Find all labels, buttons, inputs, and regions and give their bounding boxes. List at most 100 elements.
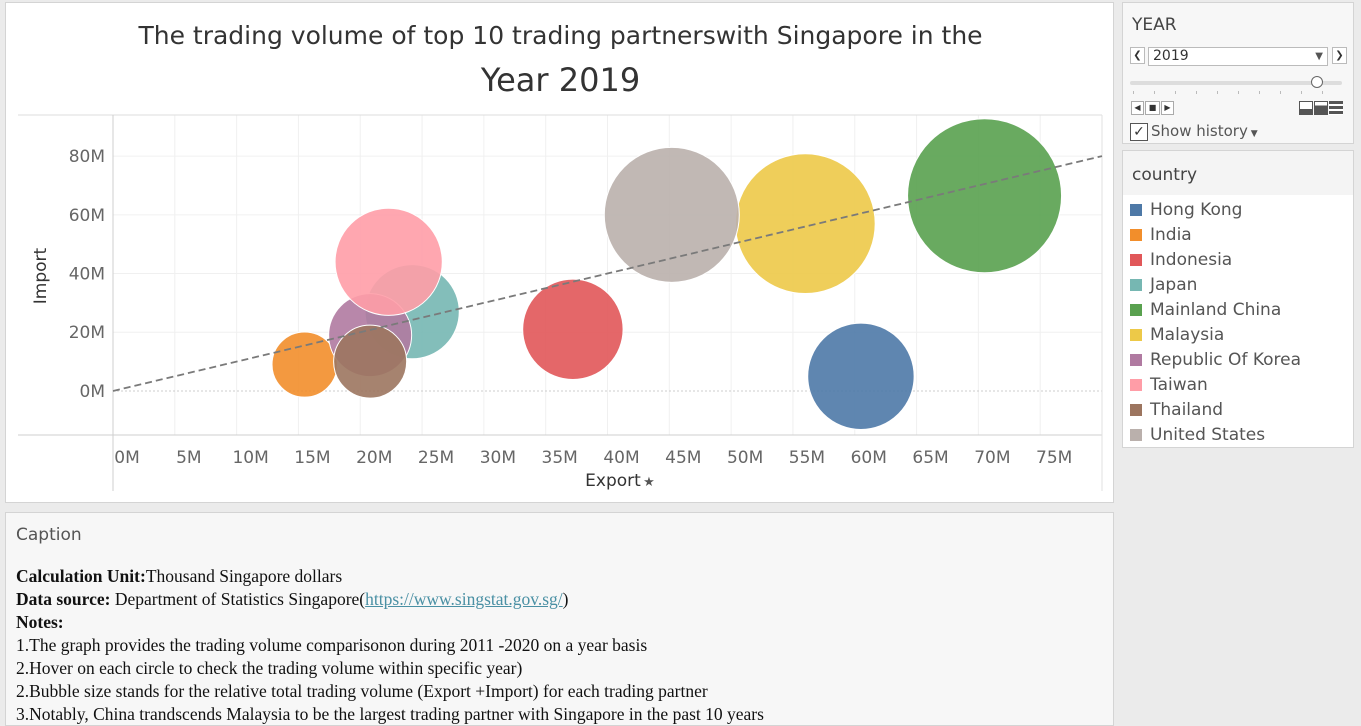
caption-unit-line: Calculation Unit:Thousand Singapore doll… <box>16 565 1103 588</box>
note-item: 1.The graph provides the trading volume … <box>16 635 648 655</box>
legend-swatch <box>1130 204 1142 216</box>
legend-swatch <box>1130 429 1142 441</box>
bubble-hong-kong[interactable] <box>807 322 915 430</box>
bubble-thailand[interactable] <box>333 324 408 399</box>
year-filter-panel: YEAR ❮ 2019 ▼ ❯ ◀ ■ ▶ ✓ Show history ▼ <box>1122 2 1354 144</box>
step-forward-button[interactable]: ▶ <box>1161 101 1174 115</box>
legend-title: country <box>1132 165 1198 185</box>
legend-item[interactable]: United States <box>1130 424 1301 449</box>
speed-medium-icon[interactable] <box>1314 101 1328 115</box>
chart-panel: The trading volume of top 10 trading par… <box>5 2 1114 503</box>
legend-item[interactable]: Indonesia <box>1130 249 1301 274</box>
chevron-left-icon: ❮ <box>1133 50 1142 61</box>
legend-item[interactable]: Taiwan <box>1130 374 1301 399</box>
slider-tick <box>1175 91 1176 94</box>
legend-swatch <box>1130 379 1142 391</box>
y-tick-label: 80M <box>69 147 105 167</box>
y-tick-label: 40M <box>69 265 105 285</box>
unit-label: Calculation Unit: <box>16 566 146 586</box>
x-tick-label: 40M <box>603 448 639 468</box>
chart-title-line2: Year 2019 <box>480 61 641 99</box>
y-tick-label: 0M <box>80 382 105 402</box>
legend-swatch <box>1130 404 1142 416</box>
y-axis-title: Import <box>31 247 51 304</box>
x-tick-label: 25M <box>418 448 454 468</box>
x-tick-label: 70M <box>974 448 1010 468</box>
caption-panel: Caption Calculation Unit:Thousand Singap… <box>5 512 1114 726</box>
legend-label: Indonesia <box>1150 250 1233 270</box>
chevron-right-icon: ❯ <box>1335 50 1344 61</box>
legend-item[interactable]: Hong Kong <box>1130 199 1301 224</box>
x-tick-label: 75M <box>1036 448 1072 468</box>
x-tick-label: 45M <box>665 448 701 468</box>
bubble-indonesia[interactable] <box>522 278 624 381</box>
x-tick-label: 5M <box>176 448 201 468</box>
legend-label: Thailand <box>1150 400 1224 420</box>
play-controls: ◀ ■ ▶ <box>1131 101 1175 120</box>
speed-fast-icon[interactable] <box>1329 101 1343 115</box>
y-tick-label: 60M <box>69 206 105 226</box>
stop-icon: ■ <box>1148 103 1157 112</box>
pin-icon: ★ <box>643 475 655 490</box>
bubble-layer <box>271 118 1063 430</box>
year-slider-track[interactable] <box>1130 81 1342 85</box>
year-select[interactable]: 2019 ▼ <box>1148 47 1328 66</box>
x-tick-label: 50M <box>727 448 763 468</box>
x-tick-label: 15M <box>294 448 330 468</box>
note-item: 2.Bubble size stands for the relative to… <box>16 681 708 701</box>
bubble-malaysia[interactable] <box>734 153 876 295</box>
x-axis-title: Export <box>585 471 641 491</box>
year-slider-thumb[interactable] <box>1311 76 1323 88</box>
x-tick-label: 60M <box>851 448 887 468</box>
slider-tick <box>1133 91 1134 94</box>
legend-item[interactable]: India <box>1130 224 1301 249</box>
bubble-united-states[interactable] <box>603 146 740 283</box>
x-tick-label: 0M <box>114 448 139 468</box>
source-link[interactable]: https://www.singstat.gov.sg/ <box>365 589 563 609</box>
x-tick-label: 20M <box>356 448 392 468</box>
legend-swatch <box>1130 229 1142 241</box>
chart-title-line1: The trading volume of top 10 trading par… <box>138 21 983 50</box>
year-filter-title: YEAR <box>1132 15 1177 35</box>
next-year-button[interactable]: ❯ <box>1332 47 1347 64</box>
legend-swatch <box>1130 329 1142 341</box>
slider-tick <box>1259 91 1260 94</box>
trend-line <box>112 155 1103 392</box>
step-back-button[interactable]: ◀ <box>1131 101 1144 115</box>
bubble-india[interactable] <box>271 331 338 398</box>
legend-label: Republic Of Korea <box>1150 350 1302 370</box>
legend-label: Japan <box>1150 275 1198 295</box>
legend-item[interactable]: Republic Of Korea <box>1130 349 1301 374</box>
bubble-taiwan[interactable] <box>334 207 443 316</box>
source-close: ) <box>562 589 569 609</box>
legend-item[interactable]: Japan <box>1130 274 1301 299</box>
checkbox-checked-icon[interactable]: ✓ <box>1130 122 1148 141</box>
prev-year-button[interactable]: ❮ <box>1130 47 1145 64</box>
slider-tick <box>1238 91 1239 94</box>
notes-label: Notes: <box>16 612 64 632</box>
legend-item[interactable]: Malaysia <box>1130 324 1301 349</box>
caret-down-icon[interactable]: ▼ <box>1247 129 1258 139</box>
slider-tick <box>1154 91 1155 94</box>
stop-button[interactable]: ■ <box>1145 101 1160 115</box>
slider-tick <box>1196 91 1197 94</box>
x-tick-label: 55M <box>789 448 825 468</box>
x-tick-label: 65M <box>912 448 948 468</box>
legend-swatch <box>1130 279 1142 291</box>
legend-label: United States <box>1150 425 1266 445</box>
show-history-toggle[interactable]: ✓ Show history ▼ <box>1130 122 1258 141</box>
legend-label: Mainland China <box>1150 300 1282 320</box>
caption-title: Caption <box>16 525 82 545</box>
speed-slow-icon[interactable] <box>1299 101 1313 115</box>
legend-swatch <box>1130 354 1142 366</box>
caption-body: Calculation Unit:Thousand Singapore doll… <box>16 565 1103 726</box>
legend-item[interactable]: Mainland China <box>1130 299 1301 324</box>
show-history-label: Show history <box>1151 122 1248 140</box>
x-tick-label: 10M <box>232 448 268 468</box>
legend-swatch <box>1130 304 1142 316</box>
x-tick-label: 30M <box>480 448 516 468</box>
legend-item[interactable]: Thailand <box>1130 399 1301 424</box>
note-item: 2.Hover on each circle to check the trad… <box>16 658 523 678</box>
bubble-mainland-china[interactable] <box>907 118 1063 274</box>
year-select-value: 2019 <box>1153 48 1189 64</box>
